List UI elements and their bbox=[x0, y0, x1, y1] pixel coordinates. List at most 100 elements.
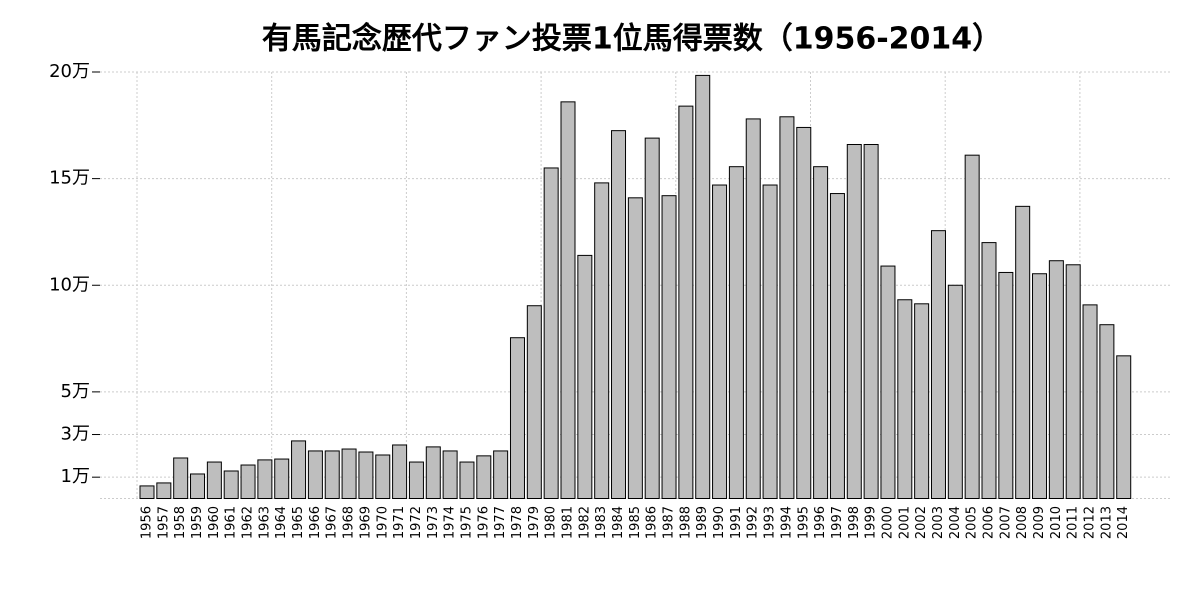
x-tick-label: 2008 bbox=[1015, 506, 1030, 539]
bar bbox=[762, 184, 778, 500]
bar bbox=[1015, 205, 1031, 499]
x-tick-label: 2012 bbox=[1083, 506, 1098, 539]
x-tick-label: 1994 bbox=[779, 506, 794, 539]
x-tick-label: 1978 bbox=[510, 506, 525, 539]
x-tick-label: 1997 bbox=[830, 506, 845, 539]
bar bbox=[829, 193, 845, 500]
bar bbox=[947, 284, 963, 499]
x-tick-label: 1984 bbox=[611, 506, 626, 539]
bar bbox=[779, 116, 795, 499]
bar bbox=[594, 182, 610, 499]
y-tick-label: 15万 bbox=[49, 168, 90, 189]
y-tick-label: 5万 bbox=[61, 381, 90, 402]
bar bbox=[560, 101, 576, 499]
bar bbox=[813, 166, 829, 499]
bar bbox=[425, 446, 441, 499]
x-tick-label: 1974 bbox=[443, 506, 458, 539]
bar bbox=[1082, 304, 1098, 499]
bar bbox=[644, 137, 660, 499]
x-tick-label: 2001 bbox=[897, 506, 912, 539]
bar bbox=[392, 444, 408, 499]
bar bbox=[611, 130, 627, 500]
bar bbox=[206, 461, 222, 499]
bar bbox=[274, 458, 290, 499]
bar bbox=[291, 440, 307, 499]
x-tick-label: 1960 bbox=[207, 506, 222, 539]
x-tick-label: 1980 bbox=[544, 506, 559, 539]
x-tick-label: 2014 bbox=[1116, 506, 1131, 539]
x-tick-label: 1973 bbox=[426, 506, 441, 539]
x-tick-label: 1969 bbox=[358, 506, 373, 539]
x-tick-label: 1970 bbox=[375, 506, 390, 539]
x-tick-label: 2010 bbox=[1049, 506, 1064, 539]
bar bbox=[712, 184, 728, 500]
x-tick-label: 1988 bbox=[678, 506, 693, 539]
x-tick-label: 1995 bbox=[796, 506, 811, 539]
x-tick-label: 1972 bbox=[409, 506, 424, 539]
x-tick-label: 1990 bbox=[712, 506, 727, 539]
x-tick-label: 1977 bbox=[493, 506, 508, 539]
bar bbox=[627, 197, 643, 499]
x-tick-label: 2005 bbox=[965, 506, 980, 539]
bar bbox=[173, 457, 189, 500]
x-tick-label: 1956 bbox=[140, 506, 155, 539]
x-tick-label: 1989 bbox=[695, 506, 710, 539]
x-tick-label: 1982 bbox=[577, 506, 592, 539]
x-tick-label: 1961 bbox=[224, 506, 239, 539]
x-tick-label: 1966 bbox=[308, 506, 323, 539]
x-tick-label: 2013 bbox=[1099, 506, 1114, 539]
x-tick-label: 1998 bbox=[847, 506, 862, 539]
x-tick-label: 1993 bbox=[763, 506, 778, 539]
bar bbox=[1116, 355, 1132, 499]
x-tick-label: 2011 bbox=[1066, 506, 1081, 539]
x-tick-label: 1964 bbox=[274, 506, 289, 539]
x-tick-label: 1967 bbox=[325, 506, 340, 539]
bar bbox=[493, 450, 509, 499]
x-tick-label: 1959 bbox=[190, 506, 205, 539]
bar bbox=[846, 144, 862, 499]
x-tick-label: 1999 bbox=[864, 506, 879, 539]
x-tick-label: 2009 bbox=[1032, 506, 1047, 539]
bar bbox=[1048, 260, 1064, 499]
x-tick-label: 1985 bbox=[628, 506, 643, 539]
y-tick-label: 1万 bbox=[61, 466, 90, 487]
bar bbox=[476, 455, 492, 500]
bar bbox=[324, 450, 340, 499]
bar bbox=[897, 299, 913, 499]
bar bbox=[998, 271, 1014, 499]
x-tick-label: 2000 bbox=[880, 506, 895, 539]
bar bbox=[223, 470, 239, 500]
bar bbox=[257, 459, 273, 500]
bar bbox=[930, 230, 946, 500]
x-tick-label: 1971 bbox=[392, 506, 407, 539]
x-tick-label: 1963 bbox=[257, 506, 272, 539]
x-tick-label: 1986 bbox=[645, 506, 660, 539]
x-tick-label: 2004 bbox=[948, 506, 963, 539]
bar bbox=[307, 450, 323, 499]
bar bbox=[358, 451, 374, 500]
bar bbox=[543, 167, 559, 499]
x-tick-label: 1957 bbox=[156, 506, 171, 539]
x-tick-label: 2006 bbox=[982, 506, 997, 539]
bar bbox=[577, 254, 593, 499]
bar bbox=[863, 144, 879, 499]
x-tick-label: 1976 bbox=[476, 506, 491, 539]
bar bbox=[240, 464, 256, 499]
x-tick-label: 1958 bbox=[173, 506, 188, 539]
x-tick-label: 1991 bbox=[729, 506, 744, 539]
bar bbox=[661, 195, 677, 499]
bar bbox=[981, 242, 997, 499]
chart-title: 有馬記念歴代ファン投票1位馬得票数（1956-2014） bbox=[262, 22, 1002, 57]
x-tick-label: 1975 bbox=[459, 506, 474, 539]
bar bbox=[1032, 273, 1048, 499]
x-tick-label: 1968 bbox=[342, 506, 357, 539]
bar bbox=[408, 461, 424, 499]
x-tick-label: 1962 bbox=[241, 506, 256, 539]
bar bbox=[190, 473, 206, 500]
bar bbox=[914, 303, 930, 500]
y-tick-label: 20万 bbox=[49, 61, 90, 82]
bar bbox=[1065, 264, 1081, 500]
y-tick-label: 10万 bbox=[49, 274, 90, 295]
bar bbox=[509, 337, 525, 499]
bar bbox=[728, 166, 744, 499]
